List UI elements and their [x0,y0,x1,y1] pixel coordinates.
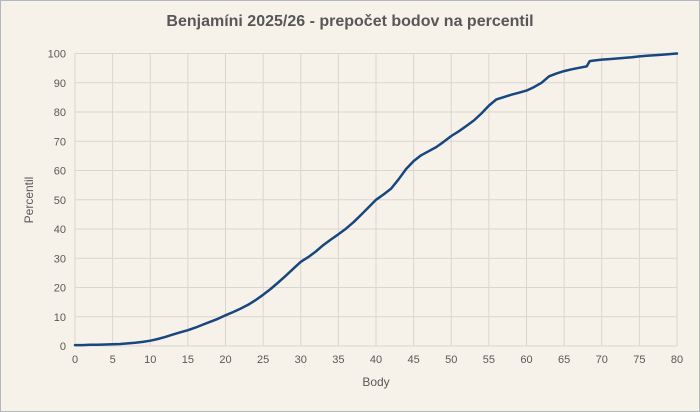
y-tick-label: 0 [60,341,66,353]
x-tick-label: 15 [182,354,194,366]
x-tick-label: 35 [332,354,344,366]
y-tick-label: 70 [54,136,66,148]
x-tick-label: 75 [633,354,645,366]
x-tick-label: 50 [445,354,457,366]
y-tick-label: 30 [54,253,66,265]
x-tick-label: 70 [596,354,608,366]
y-tick-label: 40 [54,224,66,236]
x-tick-label: 20 [219,354,231,366]
x-tick-label: 60 [520,354,532,366]
chart-title: Benjamíni 2025/26 - prepočet bodov na pe… [166,13,534,30]
x-tick-label: 10 [144,354,156,366]
y-tick-label: 90 [54,78,66,90]
x-tick-label: 80 [671,354,683,366]
x-axis-label: Body [362,375,390,389]
percentile-curve [73,52,679,347]
x-tick-label: 45 [408,354,420,366]
x-tick-label: 55 [483,354,495,366]
y-axis-label: Percentil [22,176,36,224]
x-tick-label: 30 [295,354,307,366]
x-tick-label: 40 [370,354,382,366]
x-tick-label: 5 [110,354,116,366]
y-tick-label: 100 [48,49,66,61]
x-tick-label: 65 [558,354,570,366]
y-tick-label: 20 [54,283,66,295]
x-tick-label: 0 [72,354,78,366]
y-tick-label: 50 [54,195,66,207]
y-tick-label: 80 [54,107,66,119]
x-tick-label: 25 [257,354,269,366]
y-tick-label: 10 [54,312,66,324]
y-tick-label: 60 [54,166,66,178]
